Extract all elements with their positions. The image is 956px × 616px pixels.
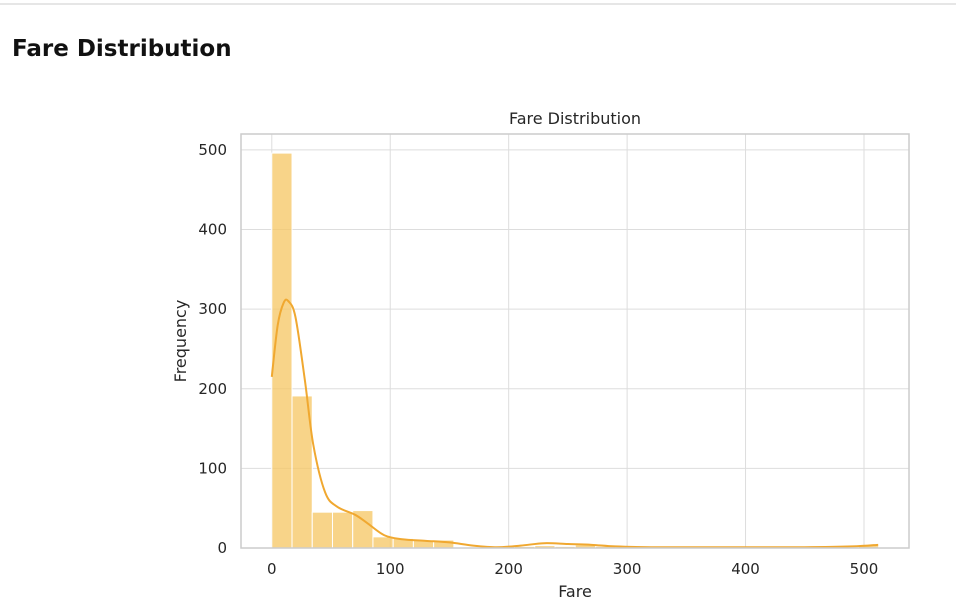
x-tick-label: 400 [731,560,760,578]
y-tick-label: 300 [198,300,227,318]
y-tick-labels: 0 100 200 300 400 500 [198,141,227,557]
histogram-bar [311,511,333,549]
y-tick-label: 0 [217,539,227,557]
histogram-bars [271,152,880,549]
top-divider [0,3,956,5]
y-tick-label: 100 [198,459,227,477]
histogram-bar [331,511,354,549]
y-tick-label: 400 [198,221,227,239]
x-axis-label: Fare [558,582,592,601]
x-tick-label: 200 [494,560,523,578]
x-tick-label: 500 [850,560,879,578]
grid-lines [241,134,909,549]
y-axis-label: Frequency [171,300,190,383]
chart-title: Fare Distribution [509,109,641,128]
plot-frame [240,133,910,549]
x-tick-label: 100 [376,560,405,578]
x-tick-labels: 0 100 200 300 400 500 [267,560,878,578]
x-tick-label: 0 [267,560,277,578]
y-tick-label: 500 [198,141,227,159]
histogram-bar [372,536,394,549]
section-heading: Fare Distribution [12,36,232,62]
x-tick-label: 300 [613,560,642,578]
y-tick-label: 200 [198,380,227,398]
